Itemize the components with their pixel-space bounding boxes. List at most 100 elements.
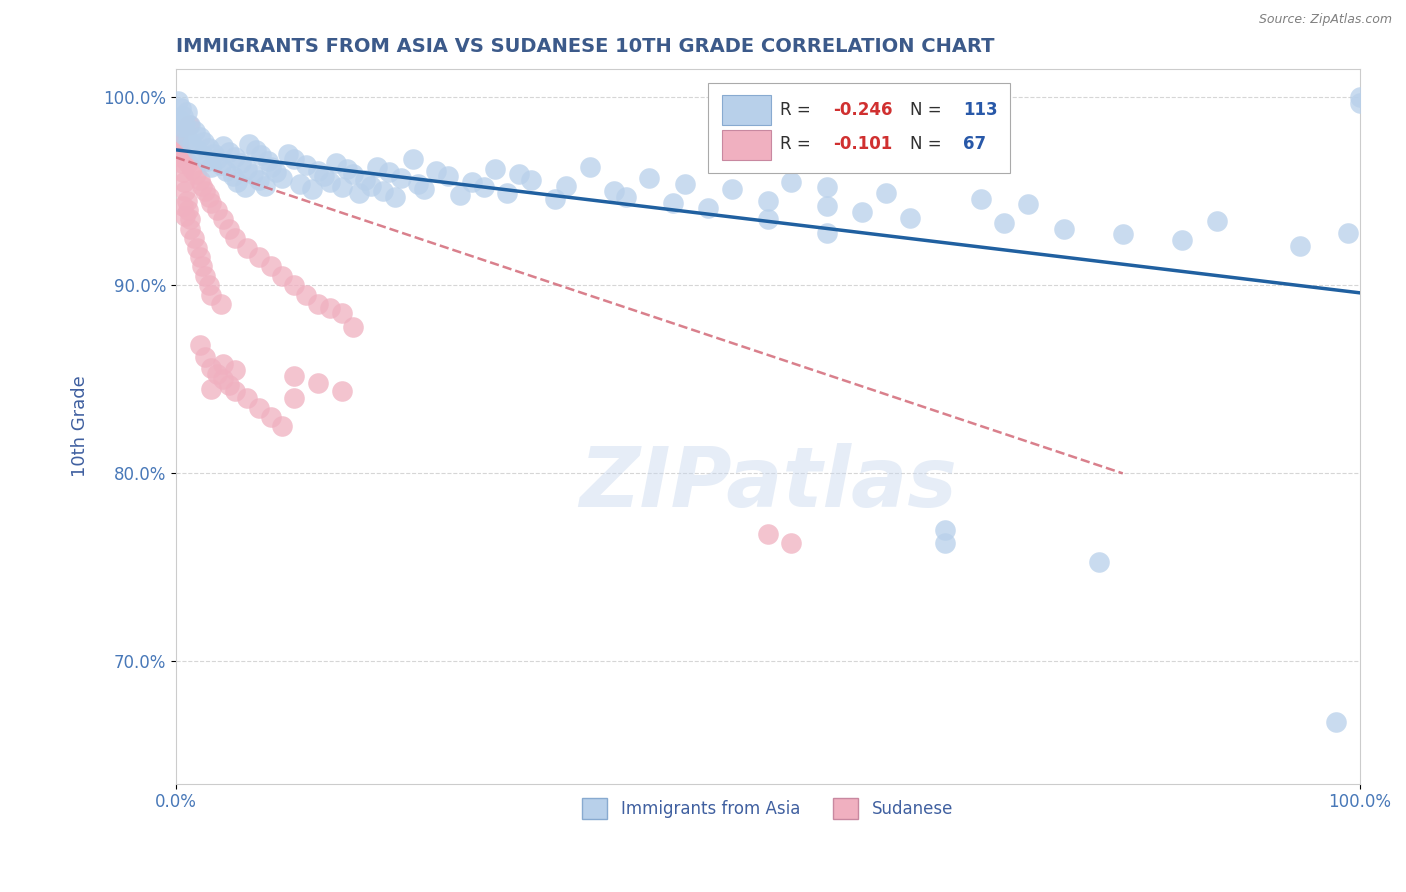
Point (170, 156, 193, 170)
Text: 113: 113 (963, 101, 998, 119)
Point (200, 195, 222, 210)
Point (169, 143, 191, 157)
Point (194, 268, 217, 283)
Point (191, 148, 214, 162)
Point (319, 175, 342, 189)
Point (188, 250, 211, 264)
Point (224, 363, 246, 377)
Point (1206, 214, 1229, 228)
Point (174, 116, 197, 130)
Point (472, 180, 495, 194)
Point (271, 419, 294, 434)
Point (1052, 222, 1074, 236)
Y-axis label: 10th Grade: 10th Grade (72, 376, 89, 477)
Point (259, 409, 281, 424)
Point (1112, 227, 1135, 242)
Text: ZIPatlas: ZIPatlas (579, 443, 956, 524)
Text: Source: ZipAtlas.com: Source: ZipAtlas.com (1258, 13, 1392, 27)
Point (543, 192, 565, 206)
Point (173, 175, 195, 189)
Point (233, 180, 256, 194)
Point (167, 128, 190, 142)
Point (1088, 555, 1111, 569)
Point (186, 143, 208, 157)
Point (181, 161, 204, 176)
Point (202, 146, 225, 161)
Text: IMMIGRANTS FROM ASIA VS SUDANESE 10TH GRADE CORRELATION CHART: IMMIGRANTS FROM ASIA VS SUDANESE 10TH GR… (176, 37, 994, 56)
Point (325, 156, 347, 170)
Point (198, 190, 221, 204)
Point (176, 156, 198, 170)
Point (242, 167, 264, 181)
Point (408, 177, 430, 191)
FancyBboxPatch shape (721, 95, 772, 126)
Point (815, 180, 838, 194)
Point (815, 226, 838, 240)
Point (461, 175, 484, 189)
Point (236, 241, 259, 255)
Point (193, 136, 215, 150)
Point (224, 150, 246, 164)
Point (484, 161, 506, 176)
Point (207, 367, 229, 381)
Point (218, 222, 240, 236)
Point (236, 391, 259, 405)
Point (271, 171, 294, 186)
Point (200, 382, 222, 396)
Point (229, 156, 252, 170)
Point (212, 139, 235, 153)
FancyBboxPatch shape (709, 83, 1011, 173)
Point (520, 173, 543, 187)
Point (259, 260, 281, 274)
Point (389, 171, 412, 186)
Point (183, 231, 205, 245)
Point (342, 167, 364, 181)
Point (172, 109, 194, 123)
Point (354, 173, 377, 187)
Point (247, 250, 270, 264)
Point (214, 163, 236, 178)
Text: -0.101: -0.101 (832, 135, 891, 153)
Point (288, 177, 311, 191)
Point (271, 268, 294, 283)
Point (176, 105, 198, 120)
FancyBboxPatch shape (721, 129, 772, 160)
Point (226, 175, 249, 189)
Point (169, 102, 191, 116)
Point (207, 153, 229, 167)
Point (179, 212, 201, 227)
Point (1348, 95, 1371, 110)
Point (218, 145, 240, 159)
Point (224, 231, 246, 245)
Point (283, 153, 305, 167)
Point (342, 319, 364, 334)
Point (198, 141, 221, 155)
Point (174, 184, 197, 198)
Point (245, 143, 267, 157)
Point (1289, 239, 1312, 253)
Point (780, 175, 803, 189)
Point (401, 153, 423, 167)
Point (815, 199, 838, 213)
Point (207, 202, 229, 217)
Point (1017, 197, 1039, 211)
Point (283, 368, 305, 383)
Point (496, 186, 519, 200)
Point (603, 184, 626, 198)
Point (191, 260, 214, 274)
Point (336, 161, 359, 176)
Point (555, 178, 578, 193)
Point (212, 357, 235, 371)
Point (176, 131, 198, 145)
Point (360, 178, 382, 193)
Point (1337, 226, 1360, 240)
Point (579, 160, 602, 174)
Point (253, 178, 276, 193)
Point (851, 205, 873, 219)
Point (312, 169, 335, 184)
Point (662, 195, 685, 210)
Point (1324, 714, 1347, 729)
Point (970, 192, 993, 206)
Point (319, 301, 342, 315)
Point (307, 163, 329, 178)
